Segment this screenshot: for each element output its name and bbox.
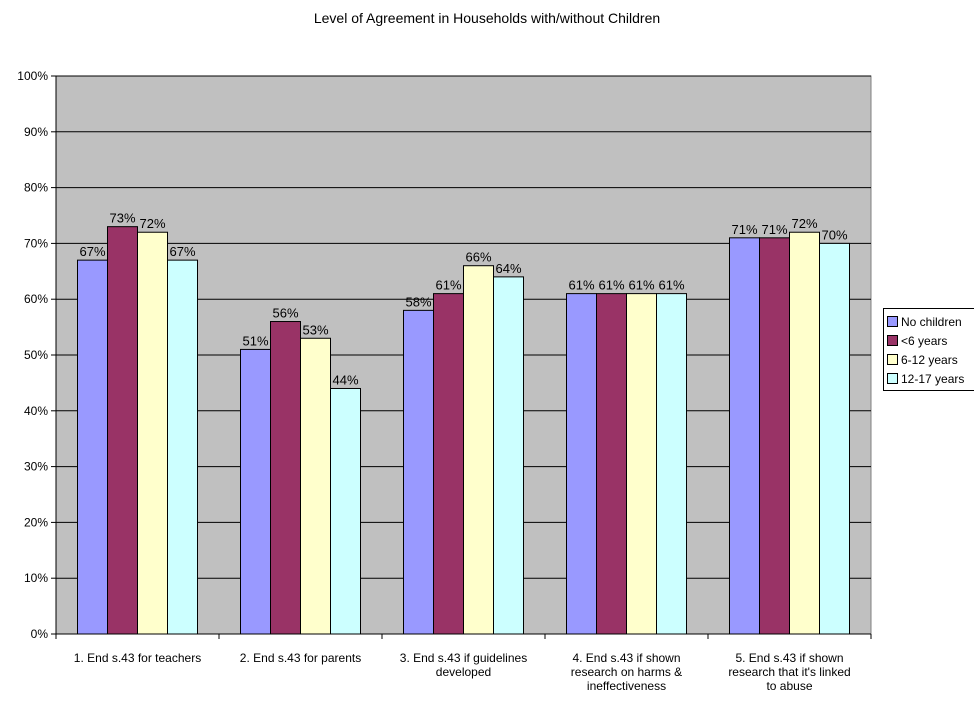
legend-item: No children [887, 312, 974, 331]
bar--6-years [433, 293, 464, 635]
legend-label: 12-17 years [901, 371, 965, 386]
data-label: 71% [761, 222, 787, 237]
bar-6-12-years [463, 265, 494, 635]
data-label: 66% [465, 250, 491, 265]
data-label: 51% [242, 333, 268, 348]
y-tick-label: 100% [17, 69, 48, 83]
legend-item: 6-12 years [887, 350, 974, 369]
legend-swatch [887, 373, 898, 384]
data-label: 61% [628, 278, 654, 293]
data-label: 53% [302, 322, 328, 337]
data-label: 72% [791, 216, 817, 231]
x-category-label: 3. End s.43 if guidelines developed [384, 651, 544, 679]
data-label: 61% [598, 278, 624, 293]
y-tick-label: 50% [24, 348, 48, 362]
bar-no-children [240, 348, 271, 635]
legend-swatch [887, 335, 898, 346]
bar-6-12-years [300, 337, 331, 635]
bar-6-12-years [626, 293, 657, 635]
y-tick-label: 70% [24, 236, 48, 250]
x-category-label: 2. End s.43 for parents [221, 651, 381, 665]
data-label: 44% [332, 372, 358, 387]
x-category-label: 5. End s.43 if shown research that it's l… [710, 651, 870, 693]
y-tick-label: 90% [24, 125, 48, 139]
bar-12-17-years [819, 242, 850, 635]
x-category-label-line: 1. End s.43 for teachers [73, 651, 202, 665]
x-category-label-line: 2. End s.43 for parents [239, 651, 362, 665]
data-label: 67% [79, 244, 105, 259]
bar-12-17-years [330, 387, 361, 635]
bar-no-children [566, 293, 597, 635]
x-category-label-line: to abuse [766, 679, 813, 693]
bar-12-17-years [656, 293, 687, 635]
x-category-label-line: research on harms & [570, 665, 683, 679]
y-tick-label: 40% [24, 404, 48, 418]
y-tick-label: 30% [24, 460, 48, 474]
x-category-label-line: 5. End s.43 if shown [735, 651, 844, 665]
x-category-label-line: ineffectiveness [586, 679, 667, 693]
x-category-label-line: 4. End s.43 if shown [572, 651, 681, 665]
legend-item: 12-17 years [887, 369, 974, 388]
bar--6-years [107, 226, 138, 635]
bar-12-17-years [493, 276, 524, 635]
y-tick-label: 60% [24, 292, 48, 306]
x-category-label-line: 3. End s.43 if guidelines [399, 651, 528, 665]
x-category-label: 1. End s.43 for teachers [58, 651, 218, 665]
bar-no-children [729, 237, 760, 635]
bar-6-12-years [137, 231, 168, 635]
legend-label: 6-12 years [901, 352, 958, 367]
data-label: 61% [435, 278, 461, 293]
y-tick-label: 10% [24, 571, 48, 585]
data-label: 70% [821, 227, 847, 242]
legend-item: <6 years [887, 331, 974, 350]
x-category-label: 4. End s.43 if shown research on harms & i… [547, 651, 707, 693]
chart-title: Level of Agreement in Households with/wi… [313, 10, 661, 26]
bar-6-12-years [789, 231, 820, 635]
bar--6-years [759, 237, 790, 635]
bar--6-years [596, 293, 627, 635]
bar-no-children [403, 309, 434, 635]
legend-swatch [887, 354, 898, 365]
legend: No children <6 years 6-12 years 12-17 years [883, 308, 974, 391]
data-label: 72% [139, 216, 165, 231]
bar--6-years [270, 321, 301, 635]
legend-label: No children [901, 314, 962, 329]
x-category-label-line: research that it's linked [728, 665, 851, 679]
y-tick-label: 80% [24, 181, 48, 195]
bar-no-children [77, 259, 108, 635]
data-label: 56% [272, 306, 298, 321]
data-label: 64% [495, 261, 521, 276]
data-label: 73% [109, 211, 135, 226]
data-label: 61% [568, 278, 594, 293]
y-tick-label: 0% [31, 627, 49, 641]
bar-12-17-years [167, 259, 198, 635]
y-tick-label: 20% [24, 515, 48, 529]
legend-swatch [887, 316, 898, 327]
data-label: 61% [658, 278, 684, 293]
x-category-label-line: developed [435, 665, 492, 679]
data-label: 58% [405, 294, 431, 309]
legend-label: <6 years [901, 333, 948, 348]
data-label: 71% [731, 222, 757, 237]
data-label: 67% [169, 244, 195, 259]
